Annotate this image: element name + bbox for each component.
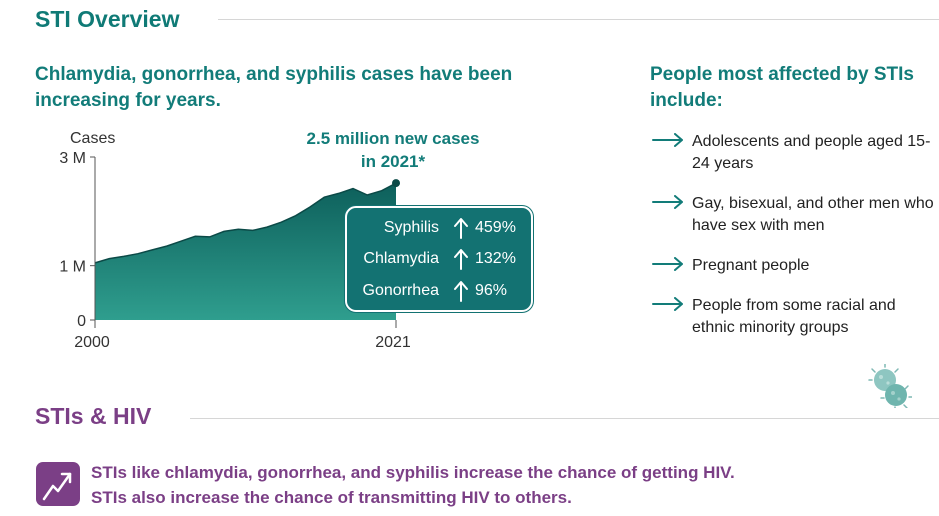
increase-stats-box: Syphilis 459% Chlamydia 132% Gonorrhea 9… — [345, 206, 533, 312]
cases-area — [95, 183, 396, 320]
stat-change: 459% — [475, 219, 516, 236]
stat-row-gonorrhea: Gonorrhea 96% — [347, 280, 531, 304]
callout-line-1: 2.5 million new cases — [306, 129, 480, 148]
stat-change: 132% — [475, 250, 516, 267]
section-title-sti-overview: STI Overview — [35, 6, 180, 32]
right-arrow-icon — [652, 257, 683, 271]
affected-item-text: Adolescents and people aged 15-24 years — [692, 133, 931, 172]
stat-row-chlamydia: Chlamydia 132% — [347, 248, 531, 272]
affected-heading: People most affected by STIs include: — [650, 64, 914, 111]
cases-area-line — [94, 182, 397, 264]
stat-name: Gonorrhea — [362, 282, 440, 299]
affected-item-text: Gay, bisexual, and other men who have se… — [692, 195, 934, 234]
section-title-stis-hiv: STIs & HIV — [35, 403, 152, 429]
callout-line-2: in 2021* — [360, 152, 426, 171]
stat-change: 96% — [475, 282, 508, 299]
y-tick-label: 1 M — [59, 259, 86, 276]
y-tick-label: 3 M — [59, 150, 86, 167]
trend-up-icon — [36, 462, 80, 506]
affected-item-text: People from some racial and ethnic minor… — [692, 297, 896, 336]
bacteria-icon — [868, 364, 912, 408]
latest-value-marker — [392, 179, 400, 188]
x-tick-label: 2000 — [74, 334, 110, 351]
y-axis-label: Cases — [70, 130, 115, 147]
stat-name: Chlamydia — [363, 250, 439, 267]
up-arrow-icon — [454, 249, 468, 270]
up-arrow-icon — [454, 218, 468, 239]
section-divider — [190, 418, 939, 419]
cases-area-chart: Cases 3 M 1 M 0 2000 2021 — [59, 130, 411, 351]
hiv-text-line-2: STIs also increase the chance of transmi… — [91, 488, 572, 507]
right-arrow-icon — [652, 297, 683, 311]
affected-item-text: Pregnant people — [692, 257, 810, 274]
stat-name: Syphilis — [383, 219, 439, 236]
up-arrow-icon — [454, 281, 468, 302]
hiv-text-line-1: STIs like chlamydia, gonorrhea, and syph… — [91, 463, 735, 482]
x-tick-label: 2021 — [375, 334, 411, 351]
right-arrow-icon — [652, 133, 683, 147]
y-tick-label: 0 — [77, 313, 86, 330]
section-divider — [218, 19, 939, 20]
callout-total-cases: 2.5 million new cases in 2021* — [268, 127, 518, 173]
right-arrow-icon — [652, 195, 683, 209]
stat-row-syphilis: Syphilis 459% — [347, 217, 531, 241]
chart-heading: Chlamydia, gonorrhea, and syphilis cases… — [35, 64, 513, 111]
